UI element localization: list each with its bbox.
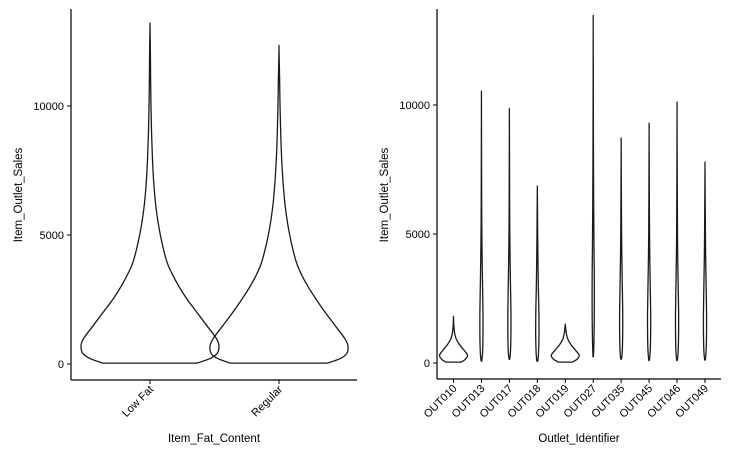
violin-out013 xyxy=(479,90,484,362)
violin-out027 xyxy=(591,14,595,358)
y-tick-label: 5000 xyxy=(406,229,430,241)
y-tick-label: 10000 xyxy=(399,100,430,112)
x-axis-title: Outlet_Identifier xyxy=(538,433,619,445)
y-tick-label: 5000 xyxy=(40,230,64,242)
y-axis-title: Item_Outlet_Sales xyxy=(13,147,25,242)
violin-out017 xyxy=(507,107,512,360)
violin-out049 xyxy=(702,161,708,361)
y-tick-label: 10000 xyxy=(33,101,64,113)
violin-out019 xyxy=(550,323,580,363)
violin-out045 xyxy=(646,122,652,362)
x-tick-label: Low Fat xyxy=(120,384,156,420)
x-tick-label: Regular xyxy=(249,383,285,419)
panel-fat-content: 0 5000 10000 Low Fat Regular Item_Fat_Content… xyxy=(13,9,357,445)
violin-out010 xyxy=(438,315,469,363)
violin-out018 xyxy=(534,185,540,362)
violin-low-fat xyxy=(80,22,220,364)
violin-regular xyxy=(209,44,349,364)
panel-outlet-identifier: 0500010000OUT010OUT013OUT017OUT018OUT019… xyxy=(379,9,721,445)
y-axis-title: Item_Outlet_Sales xyxy=(379,147,391,242)
y-tick-label: 0 xyxy=(58,359,64,371)
x-axis-title: Item_Fat_Content xyxy=(168,433,261,445)
violin-out046 xyxy=(674,101,680,362)
violin-out035 xyxy=(618,137,624,360)
y-tick-label: 0 xyxy=(424,358,430,370)
